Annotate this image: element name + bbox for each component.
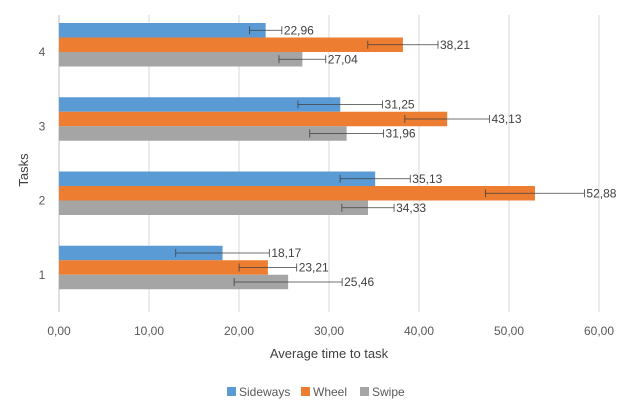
y-axis-title: Tasks: [16, 153, 31, 187]
bar-wheel-task-3: [59, 111, 448, 127]
legend-label-sideways: Sideways: [239, 385, 290, 399]
data-label: 34,33: [396, 201, 426, 215]
y-tick-labels: 1 2 3 4: [39, 45, 46, 282]
error-bar: [309, 129, 384, 138]
data-label: 25,46: [344, 275, 374, 289]
bar-sideways-task-3: [59, 97, 341, 112]
error-bar: [238, 263, 298, 272]
x-tick-label: 60,00: [584, 324, 614, 338]
error-bar: [249, 26, 283, 35]
x-tick-label: 20,00: [224, 324, 254, 338]
error-bar: [233, 278, 343, 286]
y-tick-label: 1: [39, 268, 46, 282]
bar-sideways-task-2: [59, 171, 376, 186]
bar-swipe-task-2: [59, 200, 368, 215]
data-label: 23,21: [299, 261, 329, 275]
legend-label-wheel: Wheel: [313, 385, 347, 399]
data-label: 31,25: [385, 98, 415, 112]
data-label: 18,17: [271, 246, 301, 260]
x-tick-label: 30,00: [314, 324, 344, 338]
legend-swatch-swipe: [360, 387, 369, 396]
bar-wheel-task-4: [59, 37, 403, 52]
bar-wheel-task-1: [59, 260, 268, 275]
error-bar: [339, 174, 411, 183]
bar-swipe-task-4: [59, 52, 303, 67]
y-tick-label: 2: [39, 194, 46, 208]
bar-sideways-task-1: [59, 245, 223, 261]
legend: Sideways Wheel Swipe: [227, 385, 405, 399]
data-label: 43,13: [491, 112, 521, 126]
error-bar: [367, 40, 439, 49]
data-label: 27,04: [328, 52, 358, 66]
error-bar: [278, 55, 327, 64]
error-bar: [404, 115, 490, 123]
error-bar: [297, 100, 383, 109]
x-tick-label: 10,00: [134, 324, 164, 338]
y-tick-label: 4: [39, 45, 46, 59]
x-tick-label: 40,00: [404, 324, 434, 338]
error-bar: [485, 189, 585, 198]
bar-sideways-task-4: [59, 23, 266, 38]
y-tick-label: 3: [39, 119, 46, 133]
legend-label-swipe: Swipe: [372, 385, 405, 399]
error-bar: [341, 203, 395, 212]
data-label: 22,96: [284, 23, 314, 37]
bar-swipe-task-3: [59, 126, 347, 141]
data-label: 52,88: [586, 186, 616, 200]
x-tick-label: 50,00: [494, 324, 524, 338]
x-axis-title: Average time to task: [270, 346, 389, 361]
bar-swipe-task-1: [59, 274, 289, 290]
x-tick-label: 0,00: [47, 324, 71, 338]
bars: [59, 23, 535, 290]
data-label: 31,96: [386, 127, 416, 141]
legend-swatch-sideways: [227, 387, 236, 396]
bar-wheel-task-2: [59, 186, 535, 201]
error-bars: [175, 26, 585, 286]
error-bar: [175, 249, 270, 257]
legend-swatch-wheel: [301, 387, 310, 396]
data-label: 35,13: [412, 172, 442, 186]
data-label: 38,21: [440, 38, 470, 52]
x-tick-labels: 0,00 10,00 20,00 30,00 40,00 50,00 60,00: [47, 324, 614, 338]
